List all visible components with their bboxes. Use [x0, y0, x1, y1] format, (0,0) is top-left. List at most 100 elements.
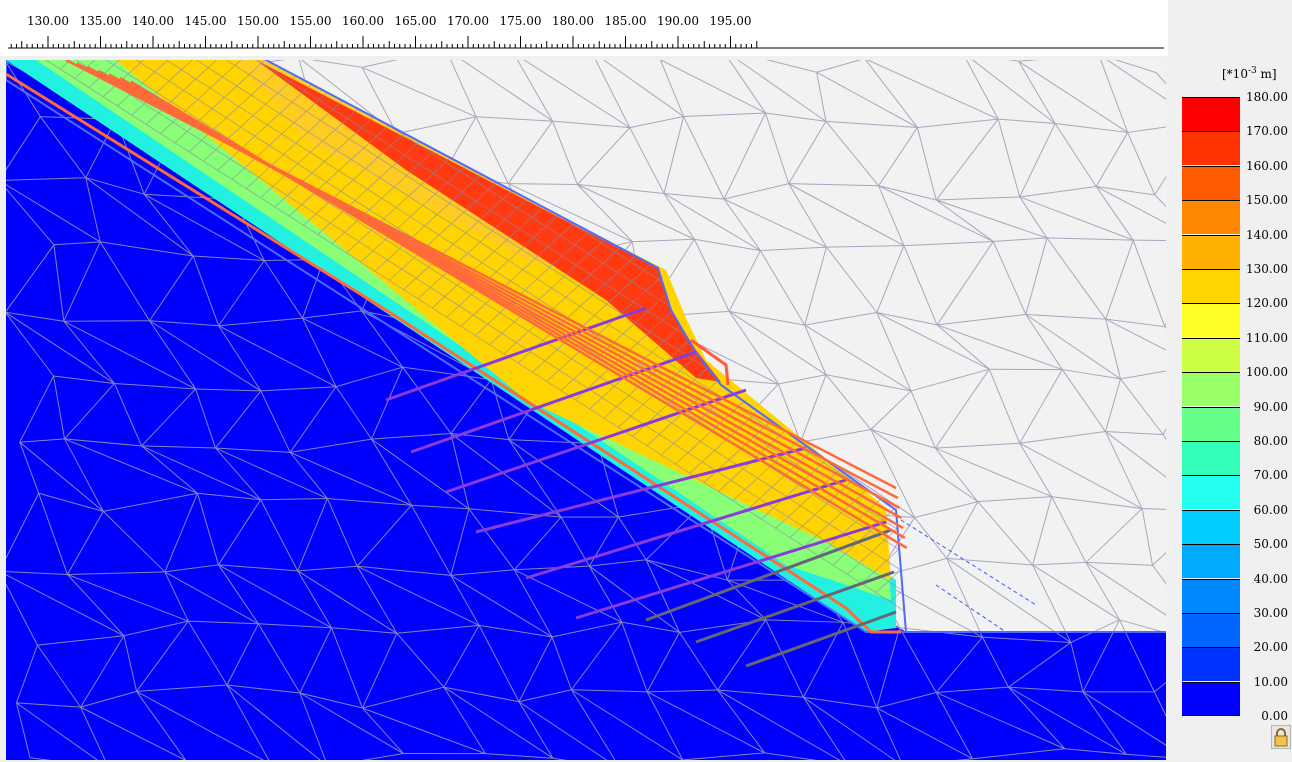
mesh-edge	[263, 260, 303, 319]
mesh-edge	[816, 71, 918, 128]
mesh-edge	[728, 250, 761, 312]
model-viewport[interactable]	[6, 60, 1166, 760]
mesh-edge	[914, 517, 948, 559]
mesh-edge	[935, 692, 974, 760]
mesh-edge	[803, 696, 896, 760]
mesh-edge	[765, 112, 790, 184]
mesh-edge	[645, 559, 680, 633]
mesh-edge	[917, 118, 999, 128]
mesh-edge	[310, 60, 363, 68]
mesh-edge	[663, 193, 761, 252]
displacement-contour-plot[interactable]	[6, 60, 1166, 760]
mesh-edge	[513, 516, 562, 571]
mesh-edge	[760, 246, 827, 252]
mesh-edge	[67, 574, 125, 637]
mesh-edge	[6, 184, 101, 243]
mesh-edge	[361, 753, 404, 760]
mesh-edge	[371, 366, 404, 440]
mesh-edge	[85, 177, 101, 243]
mesh-edge	[508, 183, 578, 186]
mesh-edge	[149, 255, 194, 322]
mesh-edge	[765, 112, 826, 122]
mesh-edge	[728, 310, 827, 376]
mesh-edge	[903, 245, 938, 326]
mesh-edge	[260, 390, 291, 453]
mesh-edge	[646, 632, 680, 693]
mesh-edge	[727, 579, 844, 623]
mesh-edge	[965, 60, 999, 120]
mesh-edge	[113, 383, 142, 447]
mesh-edge	[260, 499, 299, 572]
mesh-edge	[737, 60, 827, 122]
legend-label: 60.00	[1253, 502, 1288, 517]
structural-line	[130, 80, 908, 550]
mesh-edge	[450, 574, 553, 638]
mesh-edge	[299, 692, 326, 760]
mesh-edge	[1105, 319, 1121, 380]
mesh-edge	[513, 569, 553, 638]
mesh-edge	[946, 557, 1072, 643]
mesh-edge	[571, 689, 648, 693]
mesh-edge	[602, 60, 684, 117]
mesh-edge	[402, 366, 492, 381]
soil-nails	[65, 60, 908, 668]
mesh-edge	[514, 565, 590, 571]
mesh-edge	[1025, 237, 1048, 315]
mesh-edge	[934, 368, 990, 449]
mesh-edge	[67, 571, 165, 576]
mesh-edge	[6, 583, 38, 646]
mesh-edge	[765, 619, 804, 698]
mesh-edge	[226, 684, 321, 760]
band-mesh-edge	[818, 347, 906, 557]
mesh-edge	[192, 255, 220, 326]
mesh-edge	[218, 325, 262, 392]
mesh-edge	[870, 429, 936, 449]
mesh-edge	[804, 324, 912, 392]
mesh-edge	[1105, 431, 1143, 509]
mesh-edge	[36, 644, 82, 708]
mesh-edge	[6, 493, 40, 560]
soil-nail	[745, 610, 897, 668]
mesh-edge	[992, 241, 1027, 315]
legend-label: 110.00	[1246, 330, 1288, 345]
soil-nail	[575, 520, 887, 620]
mesh-edge	[816, 60, 862, 73]
mesh-edge	[67, 511, 104, 575]
mesh-edge	[935, 118, 999, 201]
mesh-edge	[825, 374, 912, 392]
band-mesh-edge	[174, 60, 404, 143]
mesh-edge	[788, 121, 827, 184]
legend-swatch	[1182, 441, 1240, 475]
mesh-edge	[629, 127, 665, 194]
mesh-edge	[972, 748, 1065, 760]
mesh-edge	[764, 752, 818, 760]
ruler-tick-label: 150.00	[237, 14, 279, 28]
dashed-line-1	[900, 519, 1037, 606]
mesh-edge	[946, 558, 983, 638]
mesh-edge	[1025, 314, 1063, 370]
mesh-edge	[16, 702, 81, 708]
ruler-tick-label: 185.00	[604, 14, 647, 28]
mesh-edge	[842, 622, 878, 709]
band-mesh-edge	[110, 60, 906, 557]
mesh-edge	[507, 183, 633, 243]
mesh-edge	[935, 636, 983, 693]
mesh-edge	[218, 564, 332, 629]
mesh-edge	[1154, 194, 1166, 208]
mesh-edge	[331, 627, 397, 634]
mesh-edge	[362, 707, 404, 754]
mesh-edge	[16, 702, 99, 760]
legend-unit-exp: -3	[1247, 66, 1257, 76]
legend-swatch	[1182, 544, 1240, 579]
mesh-edge	[903, 240, 994, 247]
mesh-edge	[39, 116, 87, 178]
mesh-edge	[659, 60, 685, 117]
mesh-edge	[1100, 60, 1129, 133]
mesh-edge	[443, 686, 554, 759]
lock-button[interactable]	[1271, 725, 1291, 749]
ruler-tick-label: 195.00	[709, 14, 752, 28]
mesh-edge	[982, 636, 1009, 688]
ruler-tick-label: 130.00	[27, 14, 69, 28]
legend-swatch	[1182, 97, 1240, 131]
mesh-edge	[679, 632, 719, 691]
